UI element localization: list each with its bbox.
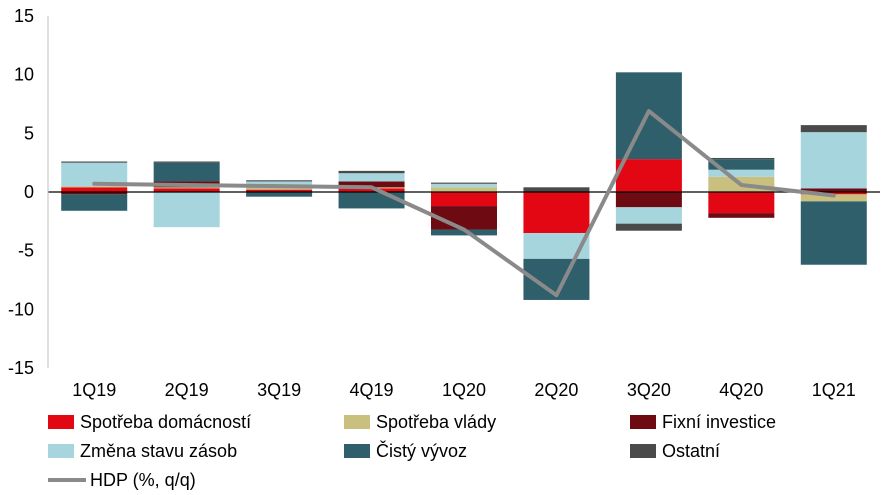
bar-segment-1Q19-series-1 [61,186,128,188]
y-axis-tick-labels: 15 10 5 0 -5 -10 -15 [8,6,34,378]
bar-segment-3Q20-series-3 [615,207,682,224]
bar-segment-2Q20-series-5 [523,187,590,192]
x-tick-label: 1Q21 [812,380,856,400]
bar-segment-1Q20-series-3 [431,183,497,188]
bar-segment-4Q19-series-4 [338,192,405,209]
bar-segment-1Q20-series-4 [431,229,497,236]
bar-segment-1Q20-series-0 [431,192,497,207]
bar-segment-2Q19-series-0 [153,188,220,192]
x-tick-label: 4Q20 [719,380,763,400]
bar-segment-2Q19-series-3 [153,192,220,228]
bar-segment-4Q19-series-5 [338,170,405,174]
bar-segment-4Q20-series-2 [708,213,775,218]
bar-segment-2Q19-series-1 [153,187,220,189]
x-tick-label: 2Q20 [534,380,578,400]
bar-segment-2Q19-series-4 [153,162,220,182]
stacked-bars [61,72,867,300]
gdp-line-path [92,109,836,298]
y-tick-label: -15 [8,358,34,378]
bar-segment-1Q21-series-5 [800,125,867,133]
bar-segment-4Q19-series-2 [338,181,405,188]
gdp-line-series [92,109,836,298]
x-tick-label: 2Q19 [165,380,209,400]
y-tick-label: -5 [18,241,34,261]
bar-segment-3Q20-series-0 [615,159,682,192]
bar-segment-4Q19-series-3 [338,173,405,182]
bar-segment-4Q20-series-5 [708,157,775,160]
bar-segment-4Q19-series-0 [338,188,405,192]
y-tick-label: 10 [14,65,34,85]
bar-segment-2Q19-series-5 [153,161,220,163]
bar-segment-3Q19-series-1 [246,187,313,190]
bar-segment-1Q21-series-4 [800,201,867,265]
y-tick-label: 5 [24,123,34,143]
bar-segment-3Q19-series-4 [246,192,313,197]
y-tick-label: 15 [14,6,34,26]
x-tick-label: 1Q20 [442,380,486,400]
bar-segment-1Q19-series-2 [61,192,128,195]
bar-segment-3Q20-series-2 [615,192,682,208]
x-tick-label: 3Q20 [627,380,671,400]
x-tick-label: 3Q19 [257,380,301,400]
bar-segment-1Q19-series-3 [61,162,128,187]
bar-segment-3Q20-series-5 [615,223,682,231]
y-tick-label: -10 [8,299,34,319]
y-tick-label: 0 [24,182,34,202]
bar-segment-1Q19-series-0 [61,187,128,192]
x-tick-label: 1Q19 [72,380,116,400]
bar-segment-1Q21-series-3 [800,132,867,189]
bar-segment-1Q19-series-5 [61,161,128,163]
bar-segment-1Q21-series-1 [800,194,867,202]
bar-segment-4Q20-series-3 [708,169,775,177]
x-axis-tick-labels: 1Q19 2Q19 3Q19 4Q19 1Q20 2Q20 3Q20 4Q20 1Q21 [72,380,856,400]
bar-segment-1Q20-series-1 [431,187,497,192]
bar-segment-3Q19-series-0 [246,189,313,192]
bar-segment-1Q20-series-5 [431,182,497,184]
bar-segment-2Q20-series-0 [523,192,590,234]
bar-segment-1Q19-series-4 [61,194,128,211]
x-tick-label: 4Q19 [350,380,394,400]
bar-segment-4Q20-series-4 [708,159,775,170]
bar-segment-4Q20-series-0 [708,192,775,214]
bar-segment-1Q21-series-2 [800,188,867,192]
bar-segment-3Q19-series-3 [246,181,313,187]
bar-segment-3Q19-series-5 [246,180,313,182]
bar-segment-1Q21-series-0 [800,192,867,195]
bar-segment-3Q20-series-4 [615,72,682,160]
